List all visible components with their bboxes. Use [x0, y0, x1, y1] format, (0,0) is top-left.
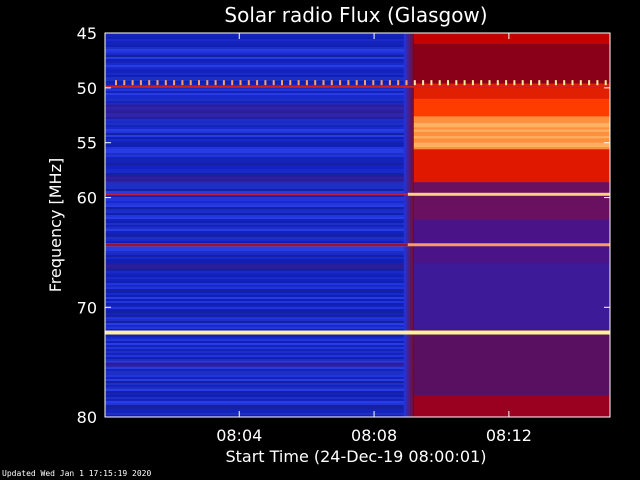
x-axis-label: Start Time (24-Dec-19 08:00:01) — [225, 447, 486, 466]
x-axis: 08:04 08:08 08:12 — [216, 33, 532, 445]
y-tick-label: 70 — [77, 298, 97, 317]
x-tick-label: 08:12 — [486, 426, 532, 445]
burst-onset-edge — [403, 33, 414, 417]
y-tick-label: 60 — [77, 189, 97, 208]
x-tick-label: 08:04 — [216, 426, 262, 445]
y-tick-label: 55 — [77, 134, 97, 153]
y-tick-label: 80 — [77, 408, 97, 427]
x-tick-label: 08:08 — [351, 426, 397, 445]
y-axis-label: Frequency [MHz] — [46, 158, 65, 292]
y-tick-label: 45 — [77, 24, 97, 43]
updated-timestamp: Updated Wed Jan 1 17:15:19 2020 — [2, 469, 152, 478]
spectrogram-plot-area — [105, 33, 610, 418]
periodic-interference — [105, 80, 610, 88]
post-burst-region — [413, 33, 610, 418]
y-tick-label: 50 — [77, 79, 97, 98]
plot-frame — [104, 32, 611, 418]
y-axis: 45 50 55 60 70 80 — [77, 24, 610, 427]
chart-title: Solar radio Flux (Glasgow) — [224, 3, 487, 27]
